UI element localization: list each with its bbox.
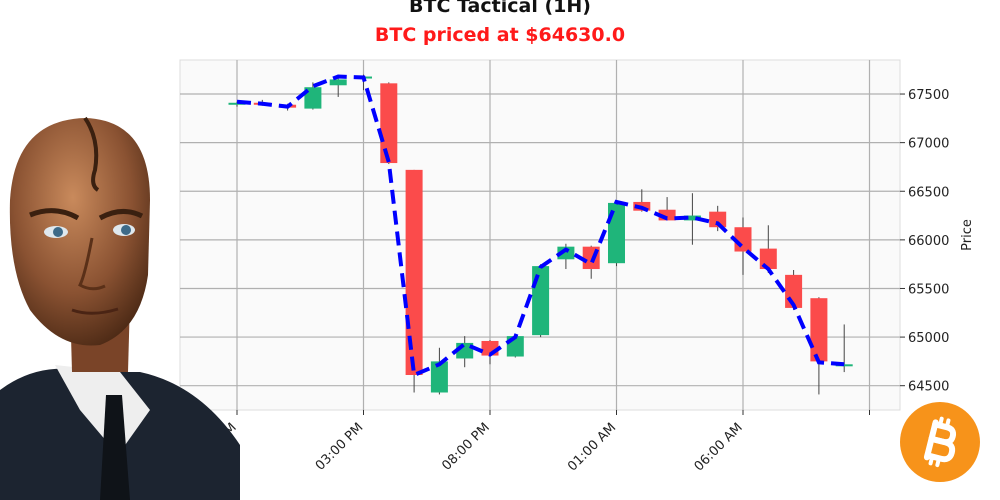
plot-area (179, 59, 901, 411)
candle-body (683, 215, 701, 221)
candle (532, 264, 550, 338)
x-tick-label: 08:00 PM (439, 420, 492, 473)
humanoid-avatar-image (0, 116, 240, 500)
candle-body (557, 246, 575, 260)
candle-body (532, 266, 550, 336)
y-tick-label: 65500 (908, 282, 949, 297)
candle-body (405, 169, 423, 375)
candle (304, 82, 322, 110)
x-tick-label: 01:00 AM (565, 420, 619, 474)
y-axis: 64500 65000 65500 66000 66500 67000 67500 (900, 88, 949, 395)
candle (329, 76, 347, 97)
candle-body (304, 87, 322, 109)
candle-body (835, 364, 853, 367)
y-tick-label: 67000 (908, 137, 949, 152)
candle-body (329, 79, 347, 86)
candle (608, 201, 625, 267)
y-tick-label: 65000 (908, 331, 949, 346)
y-tick-label: 67500 (908, 88, 949, 103)
x-tick-label: 03:00 PM (313, 420, 366, 473)
candle (380, 82, 398, 165)
candle-body (658, 209, 676, 221)
y-tick-label: 64500 (908, 380, 949, 395)
chart-subtitle: BTC priced at $64630.0 (374, 24, 626, 46)
candle-body (709, 211, 727, 228)
y-tick-label: 66500 (908, 185, 949, 200)
y-axis-label: Price (960, 219, 975, 251)
candle (810, 297, 828, 395)
candle-body (430, 361, 448, 393)
y-tick-label: 66000 (908, 234, 949, 249)
x-tick-label: 06:00 AM (692, 420, 746, 474)
bitcoin-logo-icon (900, 402, 980, 482)
trend-line (236, 74, 845, 378)
candle (430, 347, 448, 395)
candle-body (608, 202, 625, 264)
candle-body (810, 298, 828, 362)
candle (683, 193, 701, 245)
chart-title: BTC Tactical (1H) (409, 0, 591, 17)
candle-body (380, 83, 398, 164)
candle (709, 205, 727, 232)
